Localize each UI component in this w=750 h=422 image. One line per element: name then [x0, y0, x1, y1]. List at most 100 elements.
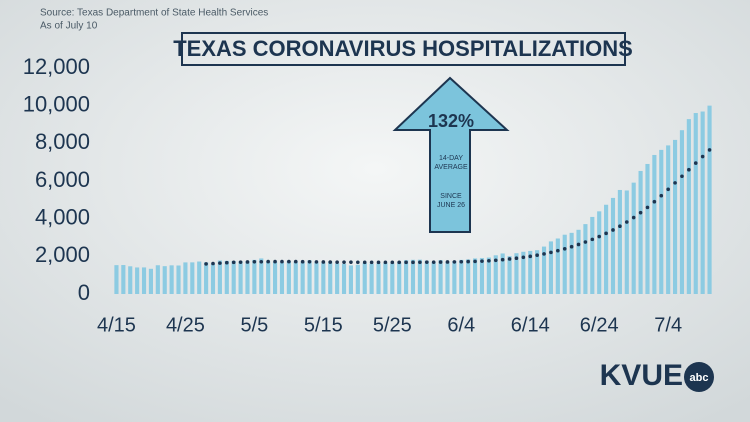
- line-dot: [549, 250, 553, 255]
- bar: [535, 250, 540, 294]
- line-dot: [211, 261, 215, 266]
- line-dot: [259, 259, 264, 264]
- x-tick-label: 4/15: [97, 314, 136, 336]
- bar: [314, 262, 319, 294]
- logo-text: KVUE: [600, 359, 683, 392]
- bar: [548, 241, 553, 294]
- x-tick-label: 6/4: [447, 314, 475, 336]
- bar: [245, 261, 250, 294]
- bar: [521, 251, 526, 294]
- bar: [204, 262, 209, 294]
- line-dot: [590, 237, 595, 242]
- line-dot: [652, 199, 657, 204]
- bar: [121, 265, 126, 294]
- line-dot: [473, 259, 477, 264]
- bar: [321, 262, 326, 294]
- logo-badge-text: abc: [690, 372, 709, 384]
- bar: [583, 224, 588, 294]
- bar: [279, 262, 285, 294]
- line-dot: [638, 210, 643, 215]
- bar: [486, 257, 491, 294]
- line-dot: [404, 260, 408, 265]
- title-box: [181, 32, 626, 66]
- bar: [383, 262, 388, 294]
- bar: [424, 260, 429, 294]
- line-dot: [459, 259, 464, 264]
- bar: [183, 262, 188, 294]
- bar: [410, 259, 416, 294]
- bar: [362, 262, 367, 294]
- line-dot: [680, 174, 684, 179]
- line-dot: [480, 259, 484, 263]
- bar: [286, 260, 291, 294]
- bar: [335, 263, 340, 294]
- bar: [624, 190, 629, 294]
- bar: [190, 262, 195, 294]
- bar: [610, 197, 616, 294]
- y-tick-label: 10,000: [23, 91, 90, 116]
- annotation: AVERAGE: [434, 164, 468, 171]
- line-dot: [528, 254, 533, 259]
- line-dot: [487, 258, 491, 263]
- bar: [514, 253, 519, 294]
- line-dot: [362, 260, 367, 265]
- bar: [376, 263, 381, 294]
- x-tick-label: 7/4: [654, 314, 682, 336]
- bar: [459, 259, 464, 294]
- line-dot: [342, 260, 346, 264]
- bar: [576, 229, 581, 294]
- line-dot: [618, 224, 622, 228]
- logo-badge: [684, 362, 714, 392]
- line-dot: [466, 259, 470, 264]
- bar: [162, 266, 167, 294]
- bar: [445, 261, 450, 294]
- line-dot: [611, 228, 615, 232]
- bar: [210, 263, 216, 294]
- line-dot: [238, 260, 243, 264]
- bar: [217, 260, 222, 294]
- line-dot: [224, 260, 229, 265]
- annotation: SINCE: [440, 193, 462, 200]
- bar: [266, 261, 271, 294]
- bar: [659, 149, 664, 294]
- line-dot: [231, 260, 236, 265]
- bar: [155, 265, 160, 294]
- line-dot: [445, 260, 450, 264]
- bar: [348, 265, 353, 294]
- bar: [466, 259, 471, 294]
- bar: [148, 268, 153, 294]
- bar: [541, 246, 547, 294]
- bar: [397, 262, 402, 294]
- line-dot: [321, 260, 326, 264]
- bar: [555, 238, 560, 294]
- bar: [273, 261, 278, 294]
- bar: [114, 265, 119, 294]
- line-dot: [645, 205, 650, 210]
- line-dot: [562, 247, 567, 251]
- line-dot: [700, 154, 705, 159]
- x-tick-label: 5/25: [373, 314, 412, 336]
- bar: [638, 170, 643, 294]
- bar: [679, 130, 685, 294]
- bar: [417, 259, 422, 294]
- bar: [652, 154, 657, 294]
- y-tick-label: 2,000: [35, 242, 90, 267]
- line-dot: [604, 231, 608, 236]
- bar: [597, 211, 602, 294]
- bar: [493, 255, 498, 294]
- bar: [673, 139, 678, 294]
- bar: [438, 260, 443, 294]
- y-tick-label: 0: [78, 280, 90, 305]
- line-dot: [397, 260, 402, 265]
- bar: [341, 263, 347, 294]
- line-dot: [218, 261, 222, 265]
- line-dot: [659, 193, 664, 198]
- line-dot: [556, 248, 560, 253]
- line-dot: [521, 255, 526, 260]
- bar: [141, 267, 147, 294]
- line-dot: [376, 260, 381, 265]
- line-dot: [314, 260, 319, 264]
- bar: [693, 113, 698, 295]
- bar: [135, 267, 140, 294]
